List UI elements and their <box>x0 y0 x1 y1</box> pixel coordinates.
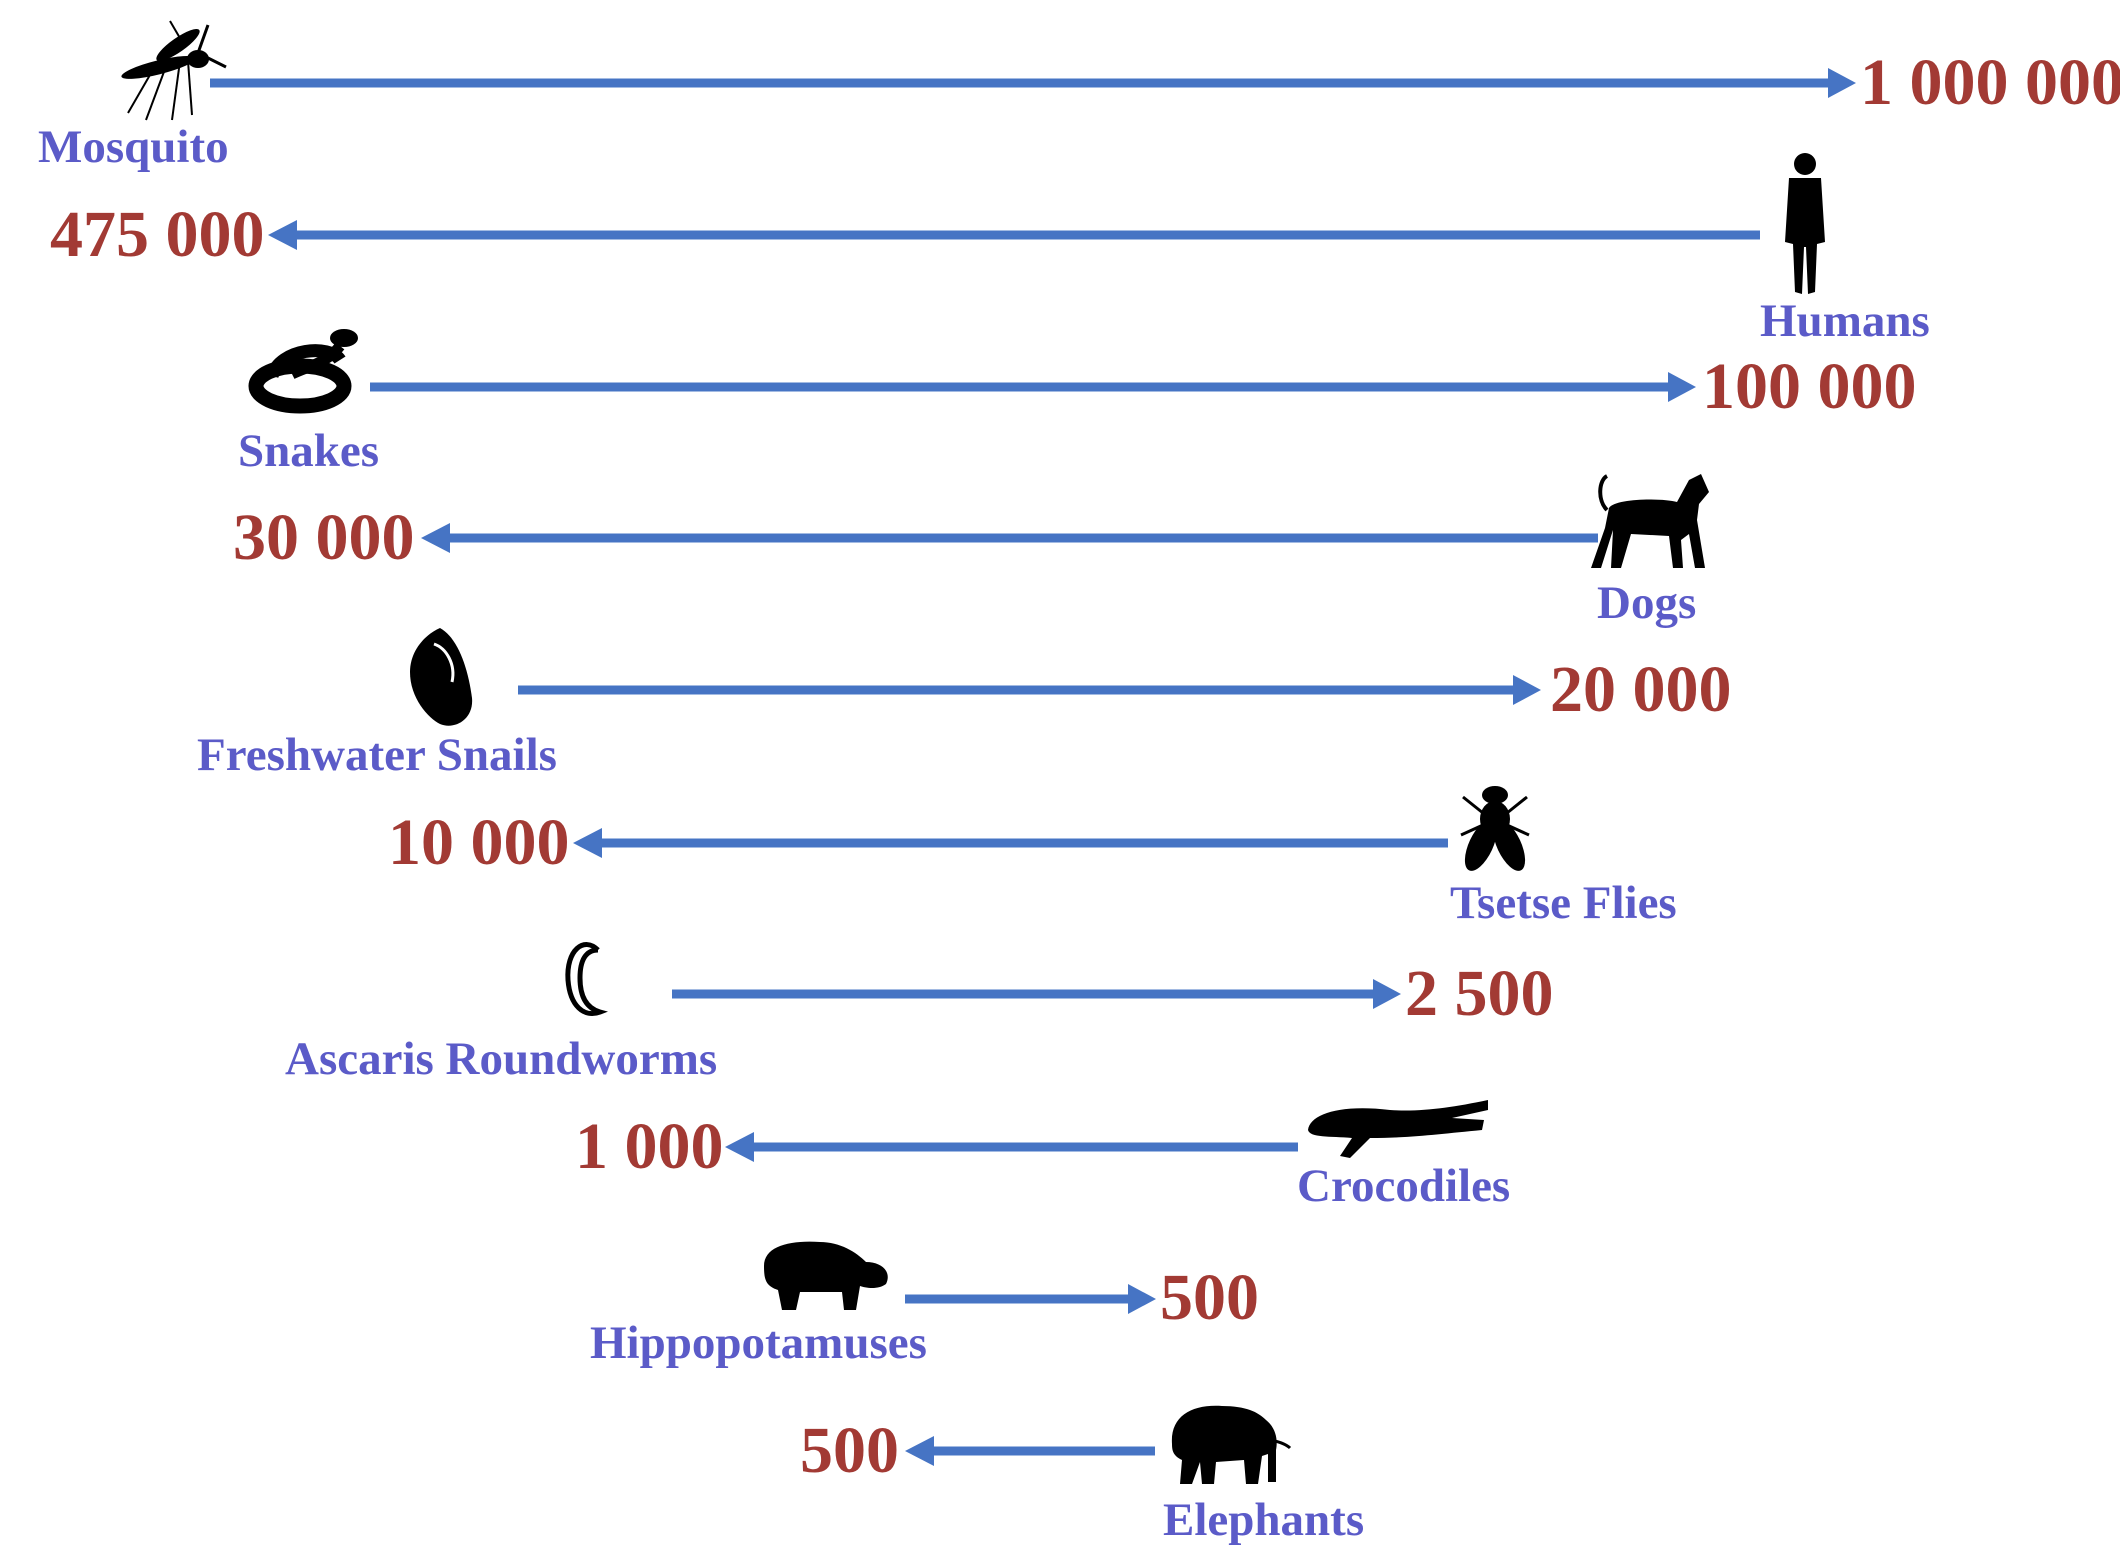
tsetse-fly-icon <box>1460 786 1530 871</box>
human-icon <box>1785 153 1825 294</box>
death-count-snakes: 100 000 <box>1702 350 1917 423</box>
hippopotamus-icon <box>764 1241 888 1310</box>
arrow-snakes <box>370 372 1696 402</box>
arrow-hippopotamuses <box>905 1284 1156 1314</box>
arrow-humans <box>268 220 1760 250</box>
death-count-elephants: 500 <box>800 1414 899 1487</box>
animal-label-humans: Humans <box>1760 295 1930 347</box>
animal-label-snakes: Snakes <box>238 425 380 477</box>
arrow-tsetse-flies <box>573 828 1448 858</box>
arrow-elephants <box>905 1436 1155 1466</box>
death-count-tsetse-flies: 10 000 <box>388 806 570 879</box>
animal-label-mosquito: Mosquito <box>38 121 229 173</box>
death-count-hippopotamuses: 500 <box>1160 1261 1259 1334</box>
animal-label-elephants: Elephants <box>1163 1494 1365 1546</box>
death-count-freshwater-snails: 20 000 <box>1550 653 1732 726</box>
arrow-ascaris-roundworms <box>672 979 1401 1009</box>
animal-label-crocodiles: Crocodiles <box>1297 1160 1511 1212</box>
animal-label-freshwater-snails: Freshwater Snails <box>197 729 557 781</box>
animal-label-dogs: Dogs <box>1597 577 1697 629</box>
snail-icon <box>410 628 473 726</box>
dog-icon <box>1591 474 1709 568</box>
death-count-ascaris-roundworms: 2 500 <box>1405 957 1554 1030</box>
elephant-icon <box>1171 1405 1292 1484</box>
arrow-mosquito <box>210 68 1856 98</box>
death-count-crocodiles: 1 000 <box>575 1110 724 1183</box>
snake-icon <box>248 329 358 414</box>
arrow-crocodiles <box>725 1132 1298 1162</box>
animal-label-ascaris-roundworms: Ascaris Roundworms <box>285 1033 718 1085</box>
death-count-dogs: 30 000 <box>233 501 415 574</box>
animal-label-hippopotamuses: Hippopotamuses <box>590 1317 927 1369</box>
roundworm-icon <box>565 942 608 1016</box>
death-count-humans: 475 000 <box>50 198 265 271</box>
crocodile-icon <box>1308 1100 1488 1158</box>
death-count-mosquito: 1 000 000 <box>1860 46 2120 119</box>
mosquito-icon <box>121 20 227 121</box>
arrow-dogs <box>421 523 1598 553</box>
animal-label-tsetse-flies: Tsetse Flies <box>1450 877 1677 929</box>
arrow-freshwater-snails <box>518 675 1541 705</box>
